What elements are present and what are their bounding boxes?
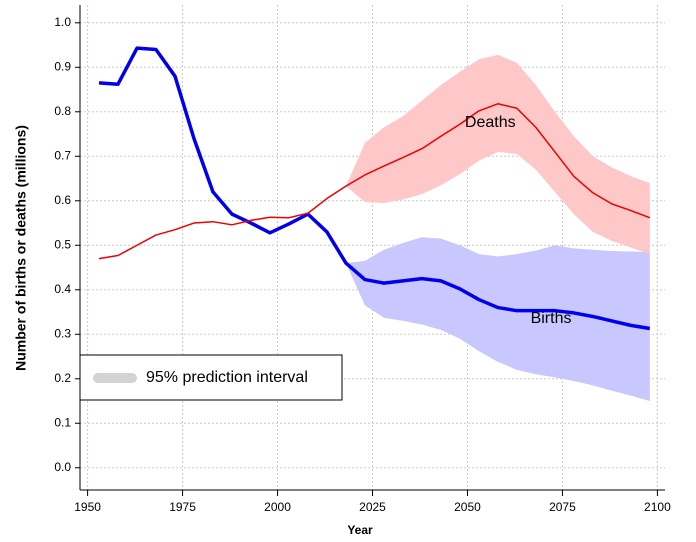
legend-box: [79, 354, 343, 401]
y-tick-label: 0.3: [54, 326, 71, 340]
x-tick-label: 2000: [264, 500, 291, 514]
y-tick-label: 0.9: [54, 59, 71, 73]
y-tick-label: 0.2: [54, 371, 71, 385]
line: [98, 46, 651, 331]
y-tick-label: 0.6: [54, 193, 71, 207]
line: [98, 103, 651, 260]
prediction-interval: [345, 54, 650, 255]
series-label: Births: [531, 310, 572, 327]
x-tick-label: 1950: [74, 500, 101, 514]
legend-label: 95% prediction interval: [146, 369, 308, 386]
x-tick-label: 2100: [644, 500, 671, 514]
y-tick-label: 0.1: [54, 415, 71, 429]
x-axis-label: Year: [347, 523, 373, 537]
y-tick-label: 0.5: [54, 237, 71, 251]
y-tick-label: 1.0: [54, 15, 71, 29]
y-tick-label: 0.7: [54, 148, 71, 162]
x-tick-label: 2050: [454, 500, 481, 514]
x-tick-label: 2025: [359, 500, 386, 514]
y-axis-label: Number of births or deaths (millions): [13, 125, 29, 371]
y-tick-label: 0.4: [54, 282, 71, 296]
x-tick-label: 2075: [549, 500, 576, 514]
y-tick-label: 0.0: [54, 460, 71, 474]
y-tick-label: 0.8: [54, 104, 71, 118]
x-tick-label: 1975: [169, 500, 196, 514]
series-label: Deaths: [465, 114, 516, 131]
